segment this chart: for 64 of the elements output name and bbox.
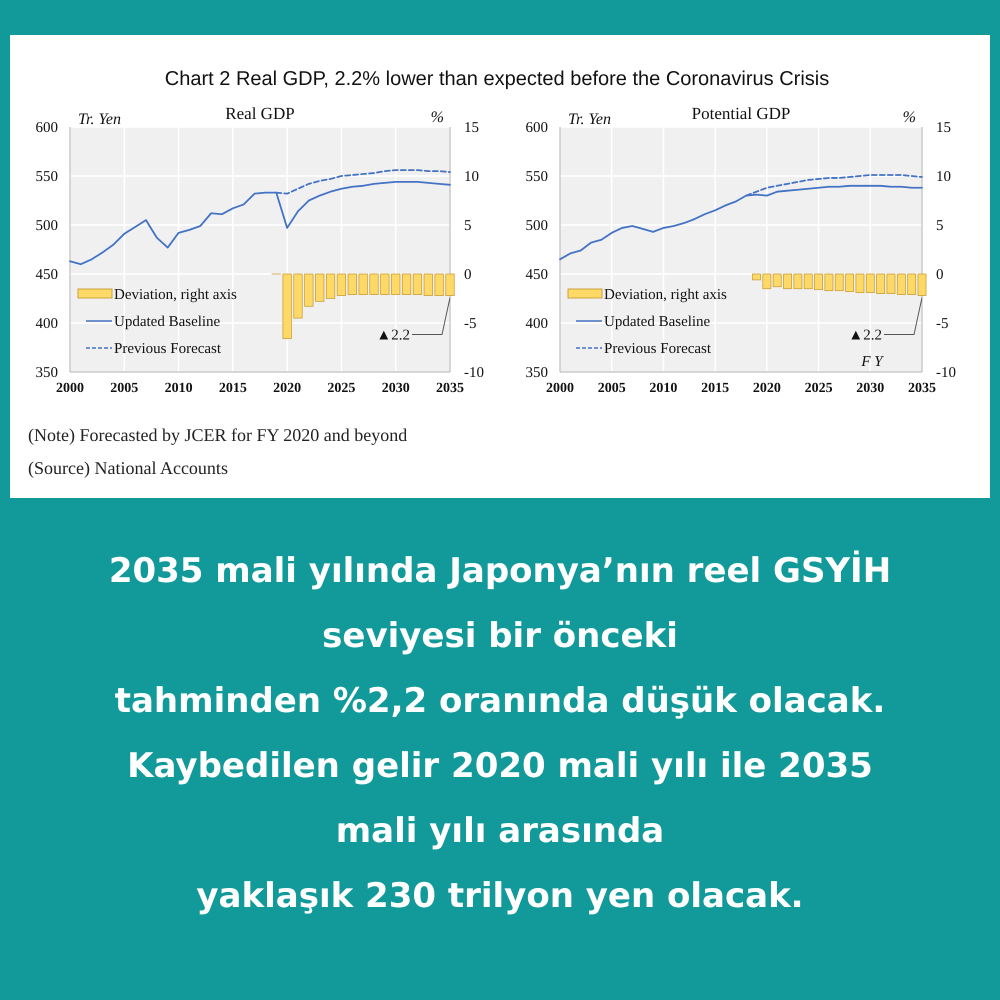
y-tick-label: 350 [526,364,548,381]
legend-label: Updated Baseline [114,314,221,330]
text: yaklaşık 230 trilyon yen olacak. [196,876,804,916]
y2-tick-label: -10 [464,364,484,381]
x-tick-label: 2020 [273,380,302,396]
y2-tick-label: 10 [936,168,951,185]
y2-tick-label: 0 [936,266,944,283]
y-tick-label: 550 [526,168,548,185]
chart-title: Real GDP [225,104,295,123]
y2-axis-title: % [902,109,916,126]
y2-tick-label: 5 [464,218,472,234]
annotation: ▲2.2 [848,328,882,344]
x-tick-label: 2030 [856,380,884,396]
text: mali yılı arasında [336,811,664,851]
y2-tick-label: 15 [936,120,951,136]
y-tick-label: 450 [526,266,548,283]
y-tick-label: 550 [36,168,58,185]
y-tick-label: 600 [36,120,58,136]
x-tick-label: 2000 [56,380,84,396]
y-tick-label: 400 [526,316,548,332]
x-tick-label: 2025 [804,380,833,396]
x-tick-label: 2005 [110,380,138,396]
text: (Source) National Accounts [28,458,228,478]
y-tick-label: 600 [526,120,548,136]
y-axis-title: Tr. Yen [568,111,611,128]
x-tick-label: 2030 [382,380,410,396]
x-tick-label: 2000 [546,380,574,396]
x-tick-label: 2015 [218,380,247,396]
x-tick-label: 2025 [327,380,356,396]
x-tick-label: 2005 [598,380,626,396]
y-tick-label: 350 [36,364,58,381]
y2-tick-label: 5 [936,218,944,234]
y-tick-label: 500 [36,218,58,234]
legend-label: Updated Baseline [604,314,711,330]
legend-label: Deviation, right axis [604,287,728,303]
x-tick-label: 2035 [436,380,464,396]
x-tick-label: 2020 [752,380,781,396]
x-tick-label: 2010 [164,380,193,396]
x-tick-label: 2015 [701,380,730,396]
text: 2035 mali yılında Japonya’nın reel GSYİH [108,550,892,591]
annotation: ▲2.2 [376,328,410,344]
y2-tick-label: 0 [464,266,472,283]
y2-tick-label: 15 [464,120,479,136]
text: Chart 2 Real GDP, 2.2% lower than expected before the Coronavirus Crisis [164,68,830,90]
text: (Note) Forecasted by JCER for FY 2020 and beyond [28,425,408,445]
y-tick-label: 450 [36,266,58,283]
text: seviyesi bir önceki [322,616,678,656]
text: Kaybedilen gelir 2020 mali yılı ile 2035 [127,746,873,786]
x-tick-label: 2035 [908,380,936,396]
legend-label: Previous Forecast [114,341,222,357]
legend-label: Deviation, right axis [114,287,238,303]
y-axis-title: Tr. Yen [78,111,121,128]
legend-label: Previous Forecast [604,341,712,357]
y-tick-label: 400 [36,316,58,332]
y2-tick-label: -5 [464,316,476,332]
chart-title: Potential GDP [692,104,790,123]
y2-tick-label: -10 [936,364,956,381]
y2-axis-title: % [430,109,444,126]
y2-tick-label: 10 [464,168,479,185]
text: tahminden %2,2 oranında düşük olacak. [114,681,886,721]
y2-tick-label: -5 [936,316,948,332]
x-axis-title: F Y [860,354,884,370]
y-tick-label: 500 [526,218,548,234]
x-tick-label: 2010 [649,380,678,396]
